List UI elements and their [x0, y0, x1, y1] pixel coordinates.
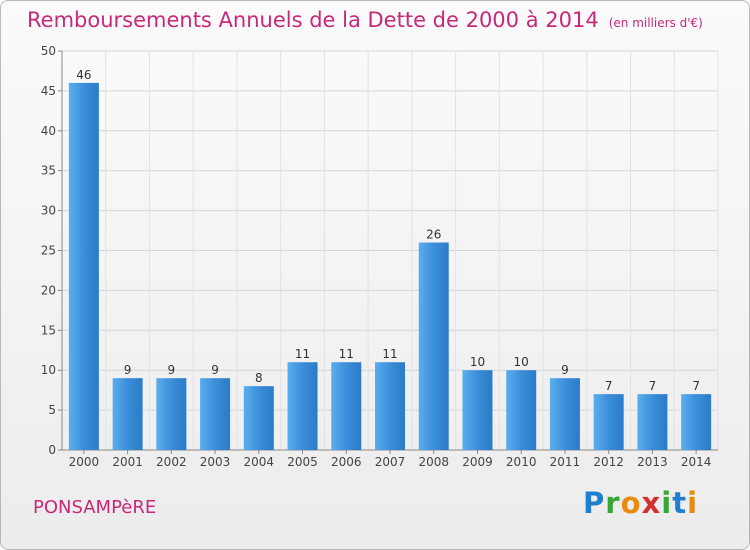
y-tick-label: 0: [48, 443, 56, 457]
logo-letter: i: [687, 486, 699, 520]
place-name: PONSAMPèRE: [33, 497, 157, 518]
bar-2004: [243, 386, 274, 450]
data-label-2012: 7: [605, 379, 613, 393]
bar-2005: [287, 362, 318, 450]
x-tick-label-2000: 2000: [69, 455, 100, 469]
data-label-2009: 10: [470, 355, 485, 369]
y-tick-label: 20: [41, 283, 56, 297]
y-tick-label: 5: [48, 403, 56, 417]
bar-2000: [68, 82, 99, 451]
chart-title-text: Remboursements Annuels de la Dette de 20…: [27, 8, 599, 32]
data-label-2007: 11: [382, 347, 397, 361]
data-label-2010: 10: [514, 355, 529, 369]
y-tick-label: 40: [41, 124, 56, 138]
y-tick-label: 10: [41, 363, 56, 377]
bar-2012: [593, 394, 624, 450]
y-tick-label: 25: [41, 244, 56, 258]
data-label-2005: 11: [295, 347, 310, 361]
bar-2010: [506, 370, 537, 450]
labels: 0 5 10 15 20 25 30 35 40 45 50 46 2000 9 2001 9 2002 9 200…: [41, 44, 712, 469]
y-tick-label: 50: [41, 44, 56, 58]
logo-letter: P: [583, 486, 606, 520]
x-tick-label-2004: 2004: [244, 455, 275, 469]
x-tick-label-2002: 2002: [156, 455, 187, 469]
bar-2003: [200, 378, 231, 450]
data-label-2004: 8: [255, 371, 263, 385]
data-label-2001: 9: [124, 363, 132, 377]
x-tick-label-2007: 2007: [375, 455, 406, 469]
x-tick-label-2003: 2003: [200, 455, 231, 469]
logo-letter: x: [641, 486, 662, 520]
x-tick-label-2013: 2013: [637, 455, 668, 469]
proxiti-logo[interactable]: Proxiti: [583, 486, 698, 520]
x-tick-label-2010: 2010: [506, 455, 537, 469]
x-tick-label-2005: 2005: [287, 455, 318, 469]
x-tick-label-2014: 2014: [681, 455, 712, 469]
bar-2001: [112, 378, 143, 450]
bars: [68, 82, 712, 451]
logo-letter: o: [620, 486, 642, 520]
x-tick-label-2008: 2008: [418, 455, 449, 469]
chart-title: Remboursements Annuels de la Dette de 20…: [27, 8, 703, 32]
x-tick-label-2006: 2006: [331, 455, 362, 469]
y-tick-label: 15: [41, 323, 56, 337]
data-label-2013: 7: [649, 379, 657, 393]
data-label-2006: 11: [339, 347, 354, 361]
data-label-2003: 9: [211, 363, 219, 377]
x-tick-label-2011: 2011: [550, 455, 581, 469]
data-label-2008: 26: [426, 228, 441, 242]
bar-2007: [375, 362, 405, 450]
y-tick-label: 45: [41, 84, 56, 98]
y-tick-label: 35: [41, 164, 56, 178]
data-label-2002: 9: [168, 363, 176, 377]
bar-2006: [331, 362, 362, 450]
bar-2011: [549, 378, 580, 450]
data-label-2000: 46: [76, 68, 91, 82]
bar-2014: [681, 394, 712, 450]
y-tick-label: 30: [41, 204, 56, 218]
bar-2013: [637, 394, 668, 450]
bar-2002: [156, 378, 187, 450]
x-tick-label-2001: 2001: [112, 455, 143, 469]
logo-letter: t: [672, 486, 688, 520]
bar-2008: [418, 242, 449, 450]
logo-letter: r: [605, 486, 621, 520]
chart-unit: (en milliers d'€): [608, 16, 703, 30]
bar-2009: [462, 370, 493, 450]
logo-letter: i: [661, 486, 673, 520]
x-tick-label-2009: 2009: [462, 455, 493, 469]
data-label-2014: 7: [692, 379, 700, 393]
data-label-2011: 9: [561, 363, 569, 377]
x-tick-label-2012: 2012: [593, 455, 624, 469]
